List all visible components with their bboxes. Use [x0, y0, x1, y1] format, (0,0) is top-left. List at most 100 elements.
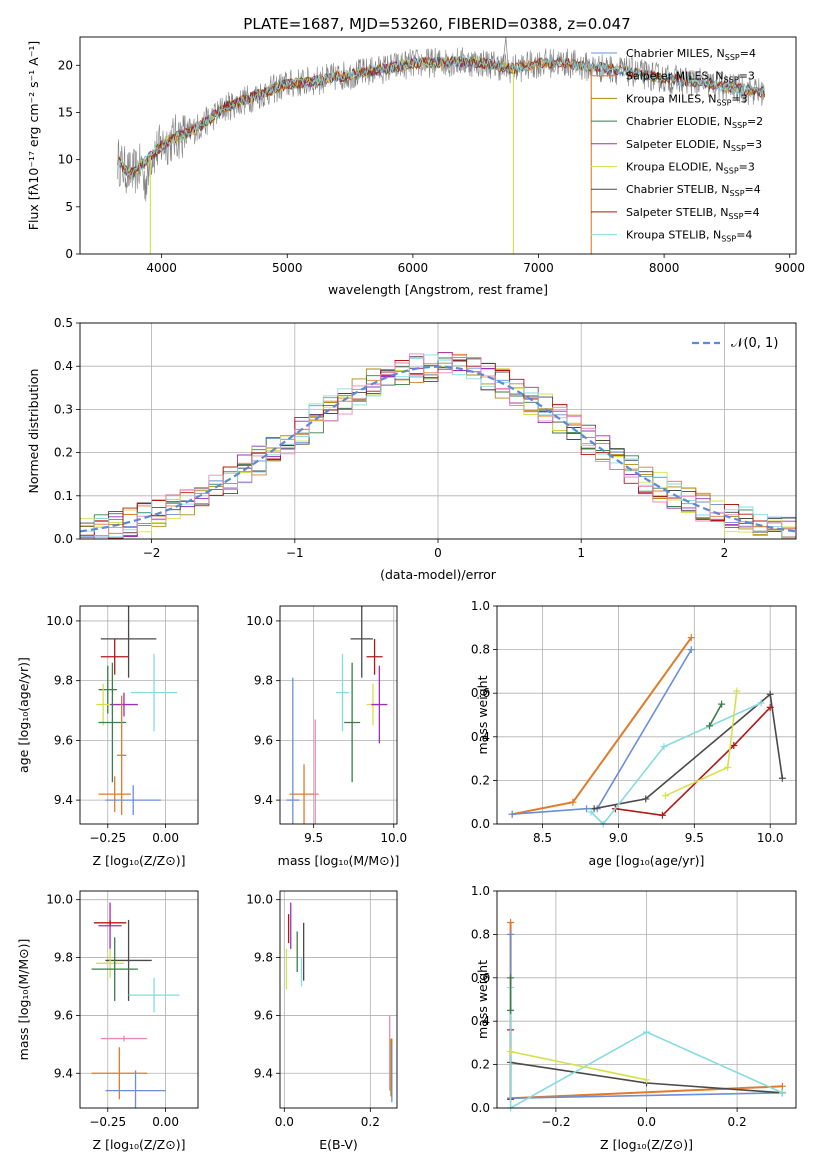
mass_vs_z-xtick-label: 0.00 — [152, 1115, 179, 1129]
spectrum-ytick-label: 10 — [58, 153, 73, 167]
spectrum-xtick-label: 4000 — [146, 261, 177, 275]
spectrum-legend-label-tail: =3 — [746, 138, 762, 151]
spectrum-ytick-label: 20 — [58, 58, 73, 72]
spectrum-frame — [79, 36, 797, 255]
weight_vs_z-ytick-label: 0.2 — [471, 1058, 490, 1072]
age_vs_z-ytick-label: 9.6 — [54, 733, 73, 747]
age_vs_mass-plot — [286, 606, 388, 824]
weight_vs_age-line-kroupa_stelib — [590, 702, 762, 826]
spectrum-legend-label-tail: =4 — [743, 206, 759, 219]
weight_vs_age-marker-chabrier_stelib — [766, 690, 774, 698]
age_vs_mass-xtick-label: 9.5 — [304, 831, 323, 845]
weight_vs_z-marker-salpeter_miles — [507, 918, 515, 926]
age_vs_z-xlabel: Z [log₁₀(Z/Z⊙)] — [93, 853, 186, 868]
weight_vs_age-marker-chabrier_elodie — [705, 722, 713, 730]
weight_vs_age-marker-kroupa_stelib — [660, 743, 668, 751]
weight_vs_z-marker-kroupa_stelib — [643, 1028, 650, 1036]
weight_vs_z-plot — [507, 918, 786, 1112]
spectrum-legend-label-sub: SSP — [728, 212, 743, 221]
spectrum-legend-label-tail: =4 — [736, 229, 752, 242]
weight_vs_age-line-salpeter_miles — [512, 637, 693, 816]
spectrum-xtick-label: 8000 — [649, 261, 680, 275]
mass_vs_z-ylabel: mass [log₁₀(M/M⊙)] — [16, 939, 31, 1061]
mass_vs_ebv-ytick-label: 9.4 — [254, 1066, 273, 1080]
weight_vs_age-marker-kroupa_stelib — [587, 808, 595, 816]
spectrum-panel: 4000 5000 6000 7000 8000 9000 0 5 10 15 20 waveleng… — [26, 36, 805, 297]
weight_vs_z-marker-kroupa_elodie — [643, 1076, 650, 1084]
age_vs_mass-ytick-label: 9.8 — [254, 674, 273, 688]
residuals-ytick-label: 0.3 — [54, 402, 73, 416]
spectrum-legend-label-tail: =3 — [731, 92, 747, 105]
weight_vs_z-xtick-label: −0.2 — [541, 1115, 570, 1129]
weight_vs_age-line-salpeter_stelib — [615, 706, 771, 817]
mass_vs_z-ytick-label: 9.8 — [54, 951, 73, 965]
residuals-xtick-label: 1 — [577, 546, 585, 560]
age_vs_z-xtick-label: −0.25 — [89, 831, 126, 845]
weight_vs_age-ytick-label: 0.2 — [471, 773, 490, 787]
age_vs_mass-frame — [279, 605, 398, 825]
weight_vs_age-xlabel: age [log₁₀(age/yr)] — [589, 853, 705, 868]
spectrum-ytick-label: 5 — [65, 200, 73, 214]
spectrum-legend-label-main: Salpeter STELIB, N — [626, 206, 728, 219]
spectrum-legend-label-sub: SSP — [724, 167, 739, 176]
spectrum-xtick-label: 7000 — [523, 261, 554, 275]
weight_vs_z-ytick-label: 0.0 — [471, 1101, 490, 1115]
weight_vs_z-marker-kroupa_elodie — [507, 1048, 515, 1056]
mass_vs_z-plot — [91, 902, 180, 1108]
spectrum-legend-label-main: Chabrier MILES, N — [626, 47, 725, 60]
weight_vs_z-panel: −0.2 0.0 0.2 0.0 0.2 0.4 0.6 0.8 1.0 Z [log₁₀(Z/Z… — [471, 884, 797, 1152]
weight_vs_z-ytick-label: 0.6 — [471, 971, 490, 985]
spectrum-legend-label: Salpeter STELIB, NSSP=4 — [626, 206, 760, 221]
mass_vs_ebv-ytick-label: 9.8 — [254, 951, 273, 965]
weight_vs_z-xtick-label: 0.2 — [728, 1115, 747, 1129]
spectrum-legend-label-sub: SSP — [724, 76, 739, 85]
spectrum-legend-label-sub: SSP — [730, 189, 745, 198]
mass_vs_z-ytick-label: 9.4 — [54, 1066, 73, 1080]
spectrum-xlabel: wavelength [Angstrom, rest frame] — [328, 282, 548, 297]
age_vs_mass-panel: 9.5 10.0 9.4 9.6 9.8 10.0 mass [log₁₀(M/M⊙)] — [246, 605, 407, 868]
weight_vs_age-marker-chabrier_stelib — [642, 795, 650, 803]
weight_vs_z-ytick-label: 1.0 — [471, 884, 490, 898]
spectrum-legend-label: Chabrier ELODIE, NSSP=2 — [626, 115, 763, 130]
residuals-xtick-label: −1 — [286, 546, 304, 560]
spectrum-legend-label-sub: SSP — [721, 235, 736, 244]
spectrum-legend-label-sub: SSP — [732, 121, 747, 130]
residuals-hist-pink_extra — [80, 353, 796, 539]
age_vs_mass-ytick-label: 9.6 — [254, 733, 273, 747]
spectrum-legend-label: Kroupa ELODIE, NSSP=3 — [626, 161, 755, 176]
weight_vs_age-marker-kroupa_stelib — [757, 699, 765, 707]
weight_vs_z-marker-chabrier_elodie — [507, 974, 515, 982]
mass_vs_z-frame — [79, 890, 199, 1109]
mass_vs_ebv-xtick-label: 0.2 — [361, 1115, 380, 1129]
spectrum-legend-label-tail: =4 — [740, 47, 756, 60]
weight_vs_age-xtick-label: 9.5 — [685, 831, 704, 845]
weight_vs_age-ylabel: mass weight — [475, 675, 490, 754]
residuals-xtick-label: 2 — [721, 546, 729, 560]
weight_vs_age-marker-salpeter_stelib — [658, 811, 666, 819]
spectrum-xtick-label: 5000 — [272, 261, 303, 275]
weight_vs_z-marker-salpeter_miles — [778, 1082, 786, 1090]
residuals-legend-label: 𝒩(0, 1) — [731, 336, 778, 351]
residuals-plot — [80, 351, 796, 539]
mass_vs_ebv-ytick-label: 10.0 — [246, 893, 273, 907]
weight_vs_z-line-kroupa_stelib — [509, 987, 783, 1110]
weight_vs_age-plot — [508, 634, 786, 828]
residuals-ylabel: Normed distribution — [26, 369, 41, 494]
weight_vs_age-line-kroupa_elodie — [665, 690, 738, 797]
weight_vs_z-xtick-label: 0.0 — [637, 1115, 656, 1129]
weight_vs_age-marker-chabrier_stelib — [778, 774, 786, 782]
spectrum-legend-label-main: Salpeter MILES, N — [626, 70, 724, 83]
weight_vs_age-frame — [496, 605, 797, 825]
weight_vs_age-marker-chabrier_elodie — [718, 700, 726, 708]
spectrum-xtick-label: 6000 — [398, 261, 429, 275]
weight_vs_age-ytick-label: 0.8 — [471, 643, 490, 657]
weight_vs_age-marker-salpeter_miles — [687, 634, 695, 642]
spectrum-ytick-label: 15 — [58, 105, 73, 119]
weight_vs_age-xtick-label: 8.5 — [533, 831, 552, 845]
weight_vs_age-ytick-label: 0.0 — [471, 817, 490, 831]
weight_vs_age-ytick-label: 0.6 — [471, 686, 490, 700]
spectrum-xtick-label: 9000 — [774, 261, 805, 275]
residuals-gauss-line — [80, 365, 796, 533]
mass_vs_ebv-ytick-label: 9.6 — [254, 1008, 273, 1022]
spectrum-model-salpeter_elodie — [117, 56, 514, 178]
